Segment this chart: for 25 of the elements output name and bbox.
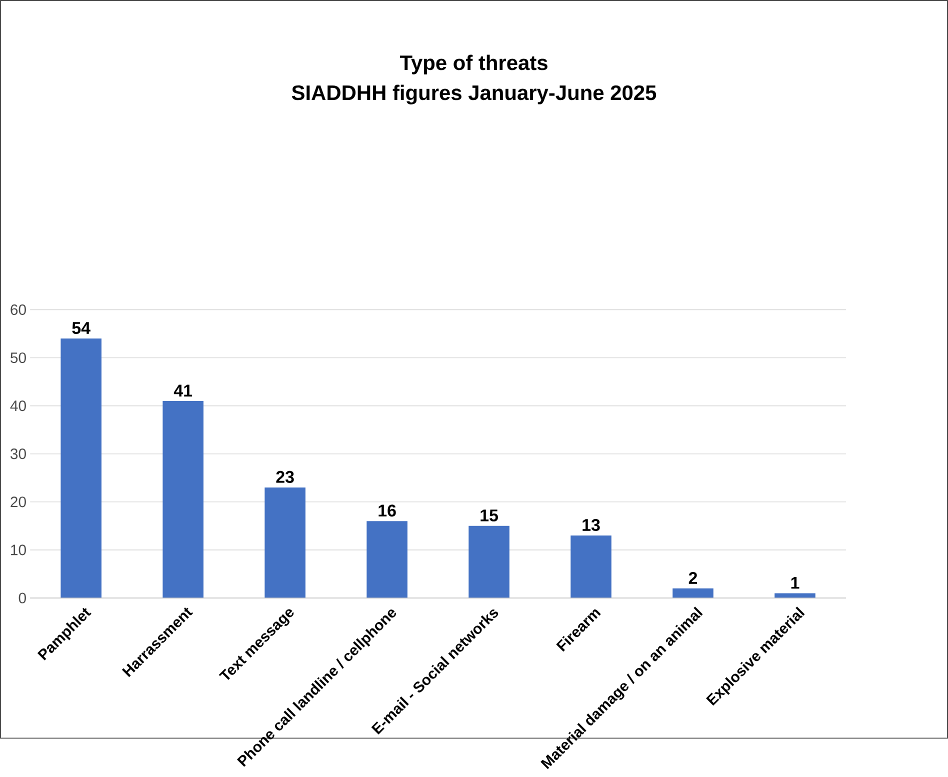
data-label: 41 xyxy=(174,384,192,397)
chart-subtitle: SIADDHH figures January-June 2025 xyxy=(292,84,656,104)
data-label: 13 xyxy=(582,519,600,532)
y-tick-label: 20 xyxy=(10,496,26,508)
bar xyxy=(60,338,102,598)
chart-title: Type of threats xyxy=(400,54,548,74)
bar xyxy=(468,526,510,598)
y-tick-label: 40 xyxy=(10,400,26,412)
y-tick-label: 10 xyxy=(11,544,26,556)
y-tick-label: 60 xyxy=(10,304,26,316)
bar xyxy=(672,588,714,598)
data-label: 1 xyxy=(791,577,800,589)
bar xyxy=(570,536,612,598)
bar xyxy=(366,521,408,598)
data-label: 15 xyxy=(480,510,498,522)
y-tick-label: 30 xyxy=(10,448,26,460)
data-label: 2 xyxy=(688,572,698,584)
bar xyxy=(774,593,816,598)
y-tick-label: 50 xyxy=(10,352,26,364)
bar xyxy=(162,401,204,598)
data-label: 54 xyxy=(72,322,90,334)
bar xyxy=(264,488,306,598)
y-tick-label: 0 xyxy=(18,592,26,604)
data-label: 23 xyxy=(276,471,294,484)
data-label: 16 xyxy=(378,504,396,517)
